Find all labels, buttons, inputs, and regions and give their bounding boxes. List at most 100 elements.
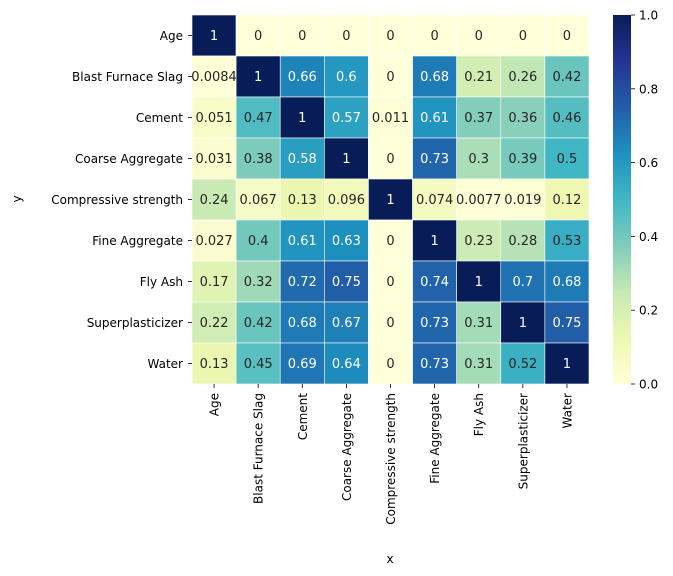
cell-value-label: 1	[254, 70, 262, 85]
x-tick-label: Blast Furnace Slag	[252, 393, 266, 504]
cell-value-label: 0	[519, 29, 527, 44]
cell-value-label: 0.42	[244, 316, 273, 331]
heatmap-cell	[279, 301, 325, 344]
cell-value-label: 0.36	[508, 111, 537, 126]
cell-value-label: 0	[386, 316, 394, 331]
y-tick-label: Compressive strength	[51, 193, 183, 207]
x-tick-label: Cement	[296, 393, 310, 440]
cell-value-label: 0.011	[372, 111, 409, 126]
cell-value-label: 0.28	[508, 234, 537, 249]
cell-value-label: 0.096	[328, 193, 365, 208]
heatmap-cell	[368, 301, 413, 344]
cell-value-label: 0.0077	[456, 193, 502, 208]
heatmap-cell	[500, 219, 546, 262]
heatmap-cell	[279, 55, 325, 98]
cell-value-label: 0.6	[336, 70, 357, 85]
cell-value-label: 0.57	[332, 111, 361, 126]
heatmap-cell	[324, 178, 369, 221]
y-tick-label: Age	[160, 29, 183, 43]
heatmap-cell	[324, 342, 369, 385]
cell-value-label: 0	[298, 29, 306, 44]
heatmap-annotations: 1 0 0 0 0 0 0 0 0 0.0084 1 0.66 0.6 0 0.68 0.21 0.26 0.42…	[191, 29, 581, 372]
cell-value-label: 0.69	[288, 357, 317, 372]
cell-value-label: 0	[386, 29, 394, 44]
cell-value-label: 0.67	[332, 316, 361, 331]
cell-value-label: 1	[475, 275, 483, 290]
y-axis-label: y	[10, 195, 24, 202]
heatmap-cell	[279, 178, 325, 221]
cell-value-label: 0.12	[552, 193, 581, 208]
heatmap-cell	[544, 55, 590, 98]
heatmap-cell	[191, 219, 237, 262]
cell-value-label: 0.31	[464, 357, 493, 372]
cell-value-label: 1	[342, 152, 350, 167]
heatmap-cell	[279, 219, 325, 262]
cell-value-label: 1	[298, 111, 306, 126]
heatmap-cell	[412, 301, 457, 344]
colorbar-tick-label: 0.6	[639, 156, 658, 170]
y-tick-label: Fly Ash	[140, 275, 183, 289]
heatmap-cell	[500, 137, 546, 180]
cell-value-label: 1	[563, 357, 571, 372]
heatmap-cell	[544, 178, 590, 221]
cell-value-label: 0.067	[240, 193, 277, 208]
heatmap-cell	[235, 342, 281, 385]
heatmap-cells	[191, 14, 590, 385]
cell-value-label: 0.019	[504, 193, 541, 208]
colorbar-tick-label: 1.0	[639, 9, 658, 23]
cell-value-label: 0.13	[200, 357, 229, 372]
heatmap-cell	[191, 14, 237, 57]
y-tick-label: Fine Aggregate	[92, 234, 183, 248]
y-tick-label: Superplasticizer	[87, 316, 183, 330]
heatmap-cell	[544, 342, 590, 385]
x-tick-label: Water	[560, 393, 574, 429]
cell-value-label: 0.53	[552, 234, 581, 249]
colorbar-ticks: 0.0 0.2 0.4 0.6 0.8 1.0	[631, 9, 658, 392]
cell-value-label: 0.75	[332, 275, 361, 290]
heatmap-cell	[235, 137, 281, 180]
heatmap-cell	[368, 96, 413, 139]
heatmap-cell	[191, 301, 237, 344]
y-tick-label: Coarse Aggregate	[75, 152, 183, 166]
x-tick-label: Fly Ash	[472, 393, 486, 436]
cell-value-label: 0.31	[464, 316, 493, 331]
x-tick-label: Fine Aggregate	[428, 393, 442, 484]
y-tick-label: Cement	[136, 111, 183, 125]
heatmap-cell	[368, 342, 413, 385]
cell-value-label: 0.074	[416, 193, 453, 208]
cell-value-label: 0.47	[244, 111, 273, 126]
heatmap-cell	[456, 96, 502, 139]
cell-value-label: 0.031	[195, 152, 232, 167]
heatmap-cell	[235, 178, 281, 221]
cell-value-label: 0.23	[464, 234, 493, 249]
y-tick-label: Water	[148, 357, 184, 371]
cell-value-label: 0.61	[288, 234, 317, 249]
heatmap-cell	[544, 96, 590, 139]
cell-value-label: 1	[430, 234, 438, 249]
heatmap-cell	[279, 342, 325, 385]
heatmap-cell	[191, 96, 237, 139]
cell-value-label: 0.22	[200, 316, 229, 331]
cell-value-label: 0	[563, 29, 571, 44]
cell-value-label: 0.051	[195, 111, 232, 126]
cell-value-label: 0.68	[288, 316, 317, 331]
cell-value-label: 0	[386, 70, 394, 85]
cell-value-label: 0.0084	[191, 70, 237, 85]
heatmap-cell	[235, 96, 281, 139]
heatmap-cell	[412, 14, 457, 57]
cell-value-label: 0.68	[420, 70, 449, 85]
heatmap-cell	[191, 55, 237, 98]
y-tick-label: Blast Furnace Slag	[72, 70, 183, 84]
heatmap-cell	[544, 301, 590, 344]
cell-value-label: 0.46	[552, 111, 581, 126]
cell-value-label: 0.21	[464, 70, 493, 85]
heatmap-cell	[456, 342, 502, 385]
heatmap-cell	[544, 219, 590, 262]
heatmap-cell	[235, 260, 281, 303]
heatmap-cell	[544, 137, 590, 180]
heatmap-cell	[412, 219, 457, 262]
colorbar-tick-label: 0.0	[639, 378, 658, 392]
heatmap-cell	[191, 260, 237, 303]
heatmap-cell	[368, 260, 413, 303]
cell-value-label: 0.52	[508, 357, 537, 372]
